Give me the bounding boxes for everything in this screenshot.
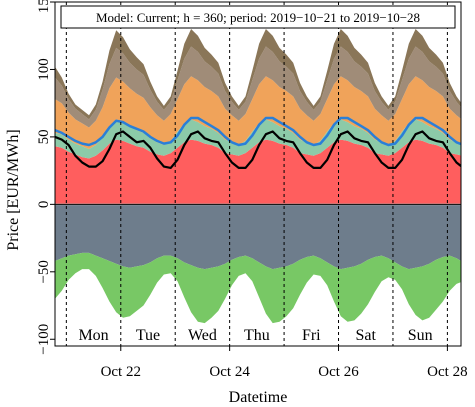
day-label-1: Tue: [136, 327, 160, 344]
axes: −100 −50 0 50 100 150 Oct 22 Oct 24 Oct 26 Oct 28: [36, 0, 468, 380]
y-tick-label-1: −50: [36, 260, 52, 283]
day-label-6: Sun: [408, 327, 433, 344]
y-tick-label-3: 50: [36, 129, 52, 144]
chart-title: Model: Current; h = 360; period: 2019−10…: [96, 10, 420, 25]
y-axis-title: Price [EUR/MWh]: [5, 129, 22, 250]
x-axis-title: Datetime: [229, 389, 288, 406]
day-label-3: Thu: [244, 327, 270, 344]
day-label-4: Fri: [302, 327, 321, 344]
x-tick-label-2: Oct 26: [318, 364, 359, 380]
positive-stack-3: [55, 46, 461, 128]
plot-area: Mon Tue Wed Thu Fri Sat Sun M: [55, 2, 475, 346]
y-tick-label-5: 150: [36, 0, 52, 13]
negative-stack-0: [55, 204, 461, 270]
negative-stack-1: [55, 252, 461, 324]
title-box-frame: [60, 5, 456, 29]
plot-frame: [54, 1, 462, 347]
day-label-5: Sat: [356, 327, 377, 344]
positive-stack-4: [55, 29, 461, 120]
day-label-7: M: [467, 327, 475, 344]
y-tick-label-4: 100: [36, 58, 52, 81]
plot-border: [54, 1, 462, 347]
x-tick-label-3: Oct 28: [427, 364, 467, 380]
x-tick-label-1: Oct 24: [209, 364, 250, 380]
series-line-1: [55, 130, 461, 169]
positive-stack-1: [55, 119, 461, 159]
title-box: Model: Current; h = 360; period: 2019−10…: [60, 5, 456, 29]
series-line-0: [55, 116, 461, 147]
plot-content: Mon Tue Wed Thu Fri Sat Sun M: [55, 2, 475, 346]
x-tick-label-0: Oct 22: [101, 364, 141, 380]
y-tick-label-0: −100: [36, 324, 52, 355]
day-label-0: Mon: [78, 327, 108, 344]
positive-stack-2: [55, 76, 461, 149]
day-label-2: Wed: [188, 327, 217, 344]
positive-stack-0: [55, 139, 461, 205]
y-tick-label-2: 0: [36, 201, 52, 209]
